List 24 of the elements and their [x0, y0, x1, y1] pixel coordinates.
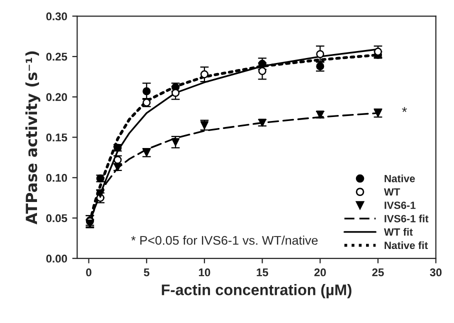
x-tick-label: 25 — [372, 268, 384, 276]
legend-label: IVS6-1 fit — [384, 214, 428, 222]
y-tick-label: 0.15 — [46, 134, 68, 142]
x-tick-label: 0 — [86, 268, 92, 276]
annotation: * P<0.05 for IVS6-1 vs. WT/native — [131, 236, 318, 245]
y-tick-label: 0.05 — [46, 214, 68, 222]
legend-label: Native — [384, 174, 415, 182]
y-tick-label: 0.10 — [46, 174, 68, 182]
x-axis-title: F-actin concentration (µM) — [162, 284, 352, 298]
y-tick-label: 0.20 — [46, 93, 68, 102]
x-tick-label: 10 — [198, 268, 210, 276]
legend-label: WT fit — [384, 228, 413, 236]
x-tick-label: 30 — [430, 268, 442, 276]
y-tick-label: 0.25 — [46, 52, 68, 61]
legend-label: IVS6-1 — [384, 202, 416, 209]
y-tick-label: 0.00 — [46, 254, 68, 263]
legend-label: Native fit — [384, 241, 428, 250]
x-tick-label: 20 — [314, 268, 326, 276]
y-tick-label: 0.30 — [46, 12, 68, 20]
legend-label: WT — [384, 188, 400, 196]
x-tick-label: 5 — [144, 268, 150, 276]
x-tick-label: 15 — [256, 268, 268, 276]
y-axis-title: ATPase activity (s⁻¹) — [25, 51, 40, 224]
annotation: * — [402, 107, 407, 112]
